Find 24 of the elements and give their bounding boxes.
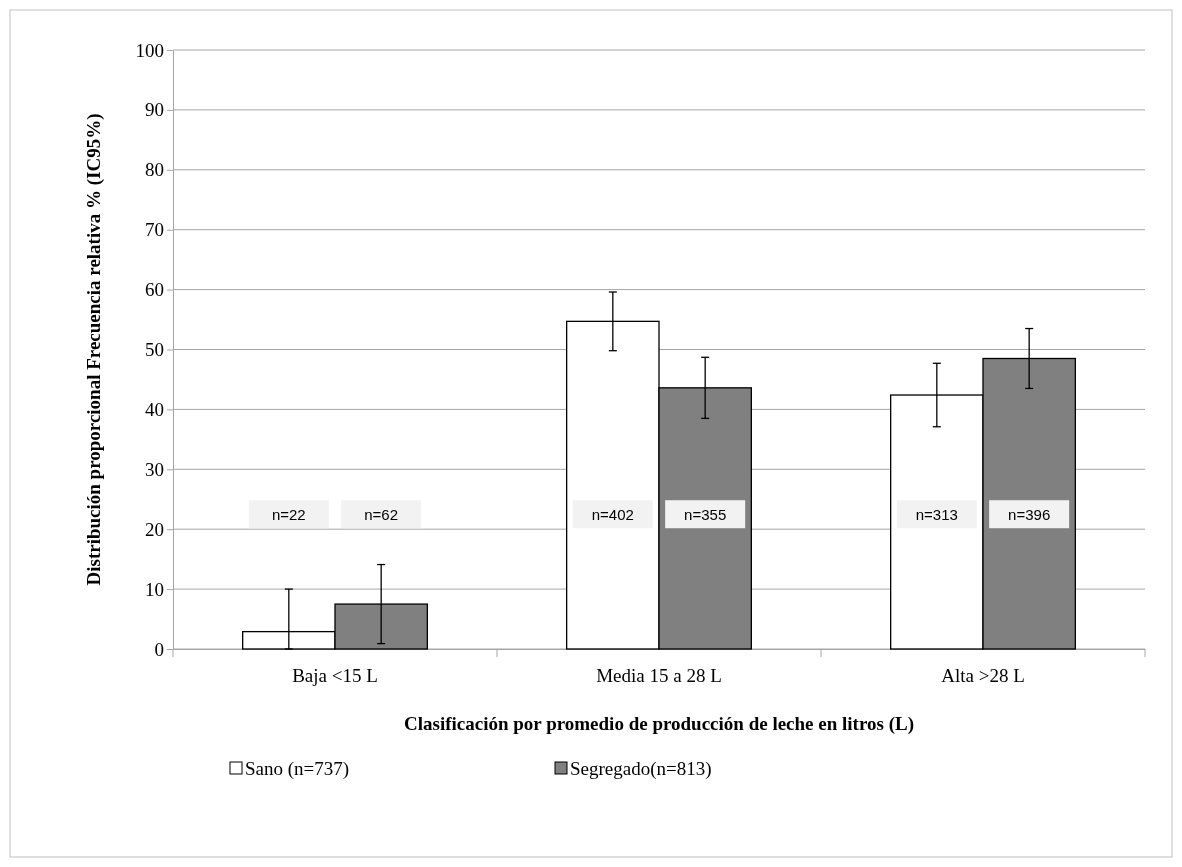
x-axis-title: Clasificación por promedio de producción de leche en litros (L)	[403, 713, 915, 735]
y-tick-label: 20	[145, 518, 164, 540]
y-axis-title: Distribución proporcional Frecuencia relativa % (IC95%)	[83, 113, 105, 586]
annotation: n=402	[591, 506, 634, 524]
y-tick-label: 40	[145, 398, 164, 420]
annotation: n=396	[1008, 506, 1051, 524]
y-tick-label: 0	[154, 638, 164, 660]
y-tick-label: 100	[135, 39, 164, 61]
y-tick-label: 60	[145, 279, 164, 301]
y-tick-label: 10	[145, 578, 164, 600]
y-tick-label: 50	[145, 339, 164, 361]
annotation: n=62	[364, 506, 399, 524]
legend-label: Sano (n=737)	[245, 758, 350, 780]
y-tick-label: 70	[145, 219, 164, 241]
annotation: n=355	[684, 506, 727, 524]
x-tick-label: Media 15 a 28 L	[596, 665, 722, 687]
y-tick-label: 90	[145, 99, 164, 121]
annotation: n=22	[271, 506, 306, 524]
y-tick-label: 80	[145, 159, 164, 181]
annotation: n=313	[915, 506, 958, 524]
x-tick-label: Baja <15 L	[292, 665, 378, 687]
x-tick-label: Alta >28 L	[941, 665, 1025, 687]
legend-label: Segregado(n=813)	[570, 758, 712, 780]
y-tick-label: 30	[145, 458, 164, 480]
